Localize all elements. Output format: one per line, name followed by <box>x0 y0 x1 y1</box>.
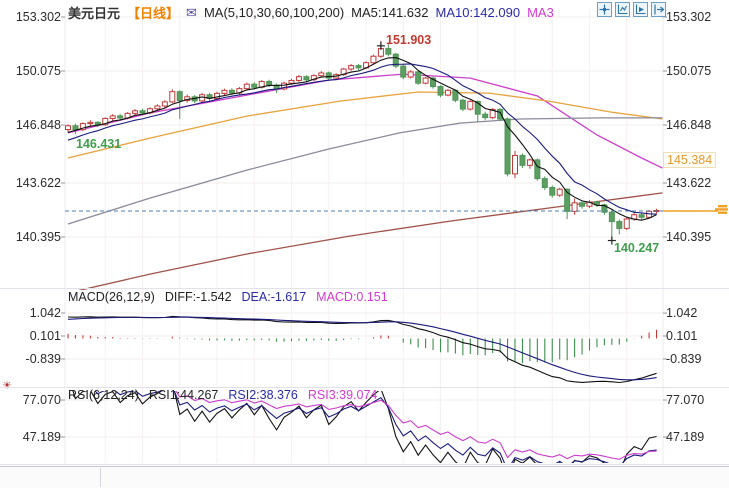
chart-toolbar <box>597 2 666 17</box>
ma30-line <box>67 73 663 169</box>
rsi1-line <box>72 391 657 463</box>
price-pointer-icon <box>715 208 728 211</box>
macd-axis-right-2: -0.839 <box>666 352 702 366</box>
mail-icon[interactable]: ✉ <box>186 4 197 20</box>
price-axis-left-2: 146.848 <box>15 118 61 132</box>
macd-header: MACD(26,12,9) DIFF:-1.542 DEA:-1.617 MAC… <box>68 290 388 304</box>
candles-layer <box>65 40 660 240</box>
main-chart-header: 美元日元 【日线】 ✉ MA(5,10,30,60,100,200) MA5:1… <box>68 3 554 22</box>
price-axis-right-1: 150.075 <box>666 64 712 78</box>
macd-value: MACD:0.151 <box>316 290 388 304</box>
rsi1-value: RSI1:44.267 <box>148 388 219 402</box>
symbol-title: 美元日元 <box>68 6 121 21</box>
ma30-value: MA3 <box>527 5 554 20</box>
rsi-axis-left-0: 77.070 <box>22 393 61 407</box>
macd-params-label: MACD(26,12,9) <box>68 290 155 304</box>
price-axis-right-4: 140.395 <box>666 230 712 244</box>
panel-separator-2 <box>0 387 729 388</box>
indicator-settings-icon[interactable]: ☀ <box>2 380 12 392</box>
price-axis-right-0: 153.302 <box>666 10 712 24</box>
macd-axis-left-2: -0.839 <box>25 352 61 366</box>
ma5-value: MA5:141.632 <box>351 5 429 20</box>
diff-value: DIFF:-1.542 <box>164 290 232 304</box>
rsi-axis-right-1: 47.189 <box>666 430 705 444</box>
ma10-line <box>67 63 657 215</box>
price-axis-left-0: 153.302 <box>15 10 61 24</box>
rsi-header: RSI(6,12,24) RSI1:44.267 RSI2:38.376 RSI… <box>68 388 377 402</box>
price-axis-right-2: 146.848 <box>666 118 712 132</box>
rsi3-line <box>175 391 657 460</box>
macd-layer <box>67 315 658 384</box>
panel-export-icon[interactable] <box>633 2 648 17</box>
rsi-params-label: RSI(6,12,24) <box>68 388 139 402</box>
panel-separator-3 <box>0 464 729 465</box>
highlight-price-label: 145.384 <box>663 152 717 168</box>
bottom-bar-divider <box>100 468 101 487</box>
panel-layout-icon[interactable] <box>615 2 630 17</box>
ma-params-label: MA(5,10,30,60,100,200) <box>203 5 345 20</box>
price-axis-right-3: 143.622 <box>666 176 712 190</box>
high-annotation: 151.903 <box>386 33 432 47</box>
macd-axis-left-0: 1.042 <box>29 306 61 320</box>
exit-icon[interactable] <box>651 2 666 17</box>
dea-line <box>67 316 657 381</box>
rsi-axis-left-1: 47.189 <box>22 430 61 444</box>
macd-axis-right-0: 1.042 <box>666 306 698 320</box>
rsi2-value: RSI2:38.376 <box>228 388 298 402</box>
period-tag: 【日线】 <box>127 6 180 21</box>
crosshair-icon[interactable] <box>597 2 612 17</box>
price-pointer-icon <box>718 205 727 208</box>
price-axis-left-3: 143.622 <box>15 176 61 190</box>
price-pointer-icon <box>718 211 727 214</box>
rsi3-value: RSI3:39.074 <box>307 388 378 402</box>
price-axis-left-1: 150.075 <box>15 64 61 78</box>
ma5-line <box>67 57 657 221</box>
macd-axis-left-1: 0.101 <box>29 329 61 343</box>
diff-line <box>67 315 657 384</box>
rsi-axis-right-0: 77.070 <box>666 393 705 407</box>
low-plus-marker <box>607 236 616 245</box>
ma10-value: MA10:142.090 <box>435 5 521 20</box>
price-axis-left-4: 140.395 <box>15 230 61 244</box>
macd-axis-right-1: 0.101 <box>666 329 698 343</box>
high-plus-marker <box>376 41 385 50</box>
ma200-line <box>78 192 663 290</box>
rsi2-line <box>94 391 657 463</box>
low-annotation: 140.247 <box>614 241 660 255</box>
start-low-annotation: 146.431 <box>76 137 122 151</box>
ma60-line <box>67 91 663 159</box>
time-axis-bar: 日线 ▲ 2023/10 2023/10/31 星期二 2023/12 <box>0 466 729 488</box>
panel-separator-1 <box>0 288 729 289</box>
rsi-layer <box>72 391 657 463</box>
ma100-line <box>67 117 663 225</box>
dea-value: DEA:-1.617 <box>241 290 307 304</box>
